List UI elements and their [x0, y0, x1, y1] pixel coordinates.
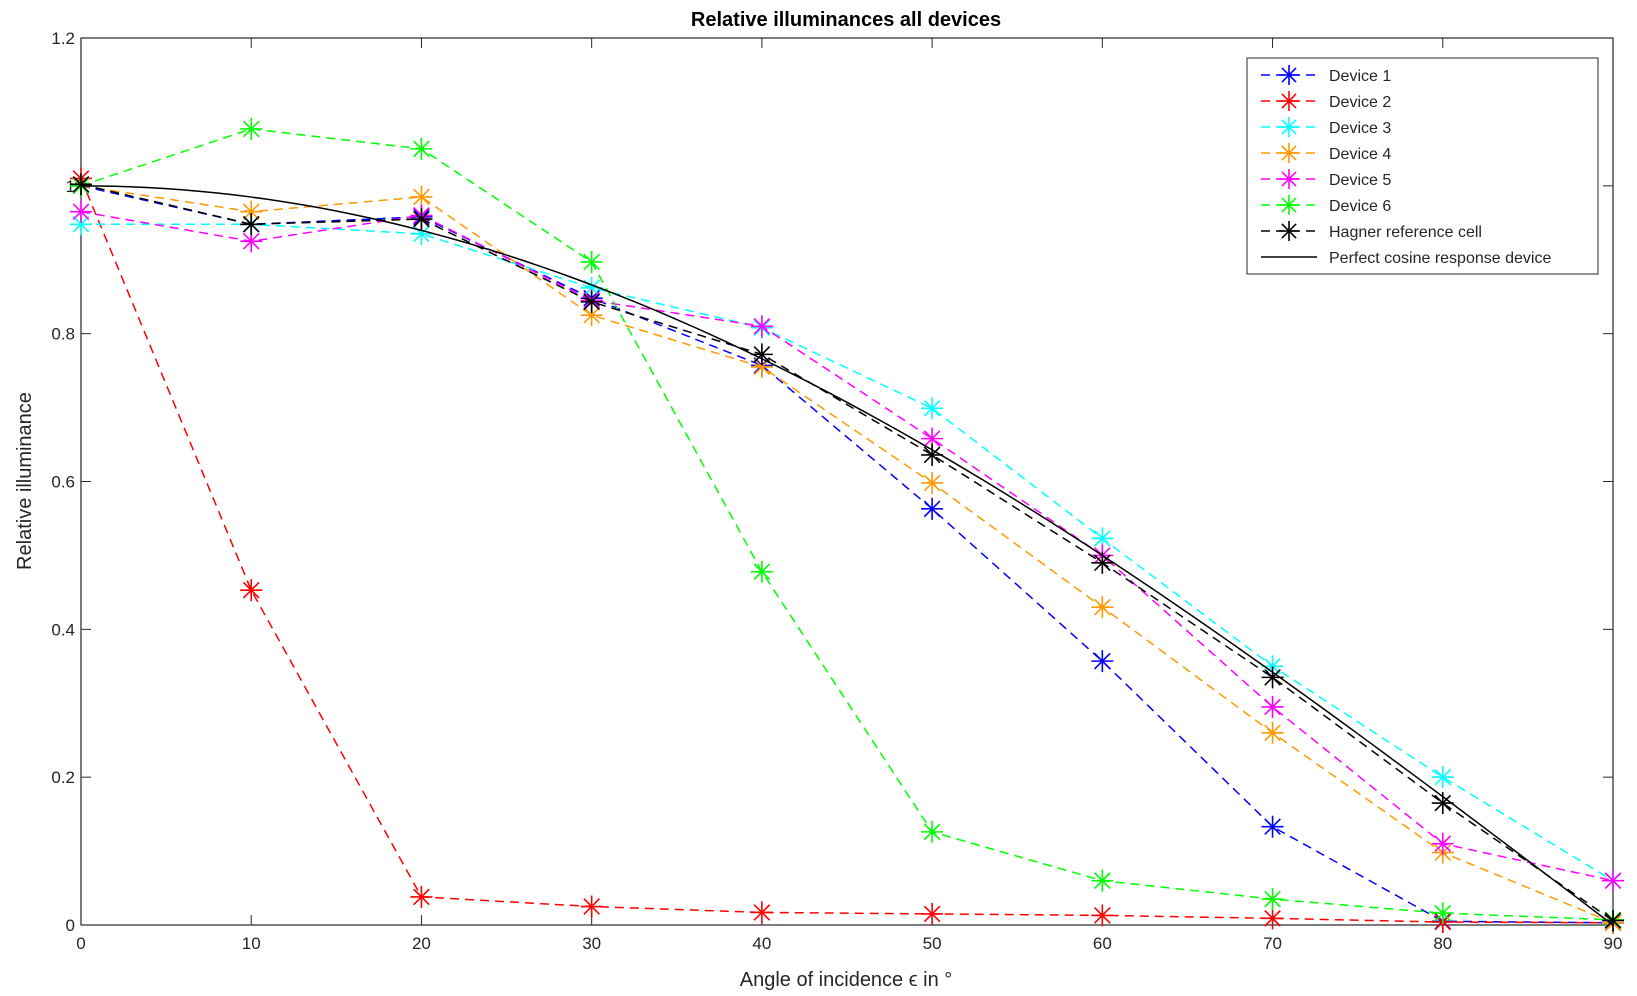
- legend-marker-device-1: [1279, 65, 1299, 85]
- chart-title: Relative illuminances all devices: [691, 9, 1001, 31]
- x-tick-label: 80: [1433, 934, 1452, 953]
- series-line-hagner-reference-cell: [80, 183, 1614, 922]
- x-tick-label: 10: [242, 934, 261, 953]
- y-axis-label: Relative illuminance: [14, 392, 36, 570]
- data-point-device-2: [921, 902, 944, 925]
- legend-label-perfect-cosine-response-device: Perfect cosine response device: [1329, 250, 1551, 267]
- data-point-device-1: [1091, 650, 1114, 673]
- data-point-hagner-reference-cell: [70, 173, 92, 196]
- series-line-perfect-cosine-response-device: [80, 185, 1614, 926]
- legend-label-device-3: Device 3: [1329, 120, 1391, 137]
- y-tick-label: 0.4: [51, 620, 75, 639]
- data-point-device-4: [410, 185, 433, 208]
- data-point-device-3: [921, 397, 944, 420]
- y-tick-label: 0.6: [51, 473, 75, 492]
- series-line-device-3: [81, 223, 1614, 882]
- series-line-device-5: [80, 210, 1614, 882]
- data-point-device-6: [1431, 902, 1454, 925]
- data-point-device-6: [1261, 888, 1284, 911]
- data-point-device-6: [921, 820, 944, 843]
- data-point-device-6: [410, 137, 433, 160]
- data-point-device-2: [240, 579, 263, 602]
- data-point-device-5: [1261, 695, 1284, 718]
- data-point-device-1: [921, 497, 944, 520]
- data-point-device-4: [1261, 721, 1284, 744]
- data-point-device-6: [750, 560, 773, 583]
- y-tick-label: 0.8: [51, 325, 75, 344]
- series-line-device-2: [80, 178, 1614, 924]
- legend-label-hagner-reference-cell: Hagner reference cell: [1329, 224, 1482, 241]
- data-point-device-6: [580, 250, 603, 273]
- legend-label-device-5: Device 5: [1329, 172, 1391, 189]
- legend-marker-device-3: [1279, 117, 1299, 137]
- legend-marker-hagner-reference-cell: [1279, 221, 1299, 241]
- data-point-device-5: [70, 200, 92, 223]
- data-point-device-4: [921, 471, 944, 494]
- data-point-device-2: [1261, 907, 1284, 930]
- x-tick-label: 40: [752, 934, 771, 953]
- x-axis-label: Angle of incidence ϵ in °: [740, 969, 953, 991]
- data-point-device-2: [580, 895, 603, 918]
- legend-marker-device-5: [1279, 169, 1299, 189]
- data-point-device-5: [1602, 869, 1624, 892]
- x-tick-label: 60: [1093, 934, 1112, 953]
- legend-box: [1246, 57, 1599, 275]
- x-tick-label: 20: [412, 934, 431, 953]
- data-point-hagner-reference-cell: [1431, 792, 1454, 815]
- y-tick-label: 0.2: [51, 768, 75, 787]
- legend-label-device-1: Device 1: [1329, 68, 1391, 85]
- data-point-device-6: [240, 117, 263, 140]
- legend-label-device-6: Device 6: [1329, 198, 1391, 215]
- data-point-hagner-reference-cell: [1602, 909, 1624, 932]
- legend-marker-device-4: [1279, 143, 1299, 163]
- data-point-device-5: [1431, 832, 1454, 855]
- series-line-device-1: [80, 185, 1614, 924]
- y-tick-label: 1.2: [51, 29, 75, 48]
- legend: Device 1 Device 2 Device 3 Device 4 Device 5…: [1246, 57, 1599, 275]
- data-point-device-2: [750, 901, 773, 924]
- data-point-device-6: [1091, 869, 1114, 892]
- series-line-device-6: [80, 128, 1614, 921]
- y-tick-label: 0: [66, 916, 75, 935]
- x-tick-label: 70: [1263, 934, 1282, 953]
- data-point-device-3: [1431, 766, 1454, 789]
- data-point-device-2: [410, 885, 433, 908]
- legend-label-device-4: Device 4: [1329, 146, 1391, 163]
- data-point-device-1: [1261, 815, 1284, 838]
- legend-marker-device-2: [1279, 91, 1299, 111]
- data-point-hagner-reference-cell: [240, 213, 263, 236]
- data-point-hagner-reference-cell: [410, 208, 433, 231]
- data-point-hagner-reference-cell: [750, 343, 773, 366]
- legend-label-device-2: Device 2: [1329, 94, 1391, 111]
- legend-marker-device-6: [1279, 195, 1299, 215]
- data-point-device-4: [1091, 596, 1114, 619]
- x-tick-label: 0: [76, 934, 85, 953]
- data-point-hagner-reference-cell: [580, 290, 603, 313]
- series-line-device-4: [80, 185, 1614, 924]
- data-point-device-2: [1091, 904, 1114, 927]
- x-tick-label: 50: [923, 934, 942, 953]
- data-point-device-5: [750, 315, 773, 338]
- x-tick-label: 30: [582, 934, 601, 953]
- x-tick-label: 90: [1604, 934, 1623, 953]
